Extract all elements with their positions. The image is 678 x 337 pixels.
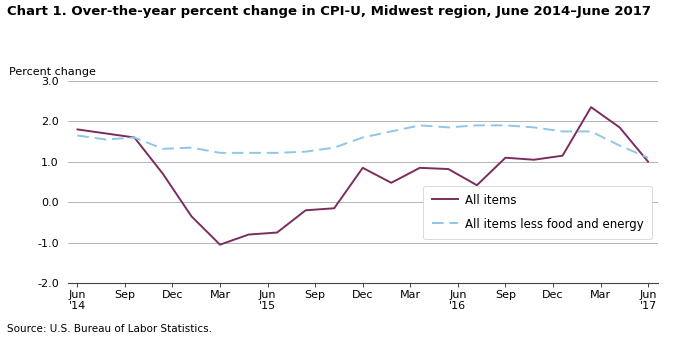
Text: Source: U.S. Bureau of Labor Statistics.: Source: U.S. Bureau of Labor Statistics.	[7, 324, 212, 334]
Text: Chart 1. Over-the-year percent change in CPI-U, Midwest region, June 2014–June 2: Chart 1. Over-the-year percent change in…	[7, 5, 651, 18]
Legend: All items, All items less food and energy: All items, All items less food and energ…	[424, 186, 652, 239]
Text: Percent change: Percent change	[9, 67, 96, 77]
